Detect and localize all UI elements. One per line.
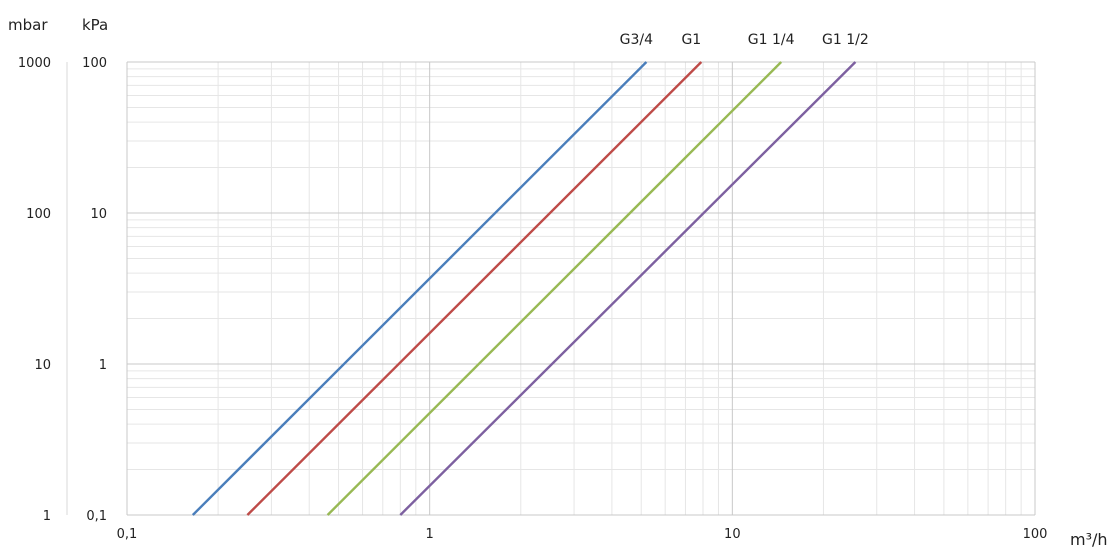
x-tick-label-2: 10 — [724, 527, 741, 542]
series-label-3: G1 1/2 — [822, 32, 869, 48]
x-unit-label: m³/h — [1070, 530, 1108, 549]
series-label-2: G1 1/4 — [748, 32, 795, 48]
x-tick-label-1: 1 — [426, 527, 434, 542]
mbar-tick-label-2: 100 — [26, 207, 51, 222]
series-line-2 — [326, 61, 783, 516]
plot-area — [127, 62, 1035, 515]
kpa-tick-label-3: 100 — [82, 56, 107, 71]
series-line-3 — [399, 61, 857, 516]
kpa-tick-label-1: 1 — [99, 358, 107, 373]
grid-lines — [126, 61, 1036, 516]
kpa-unit-label: kPa — [82, 16, 108, 34]
series-line-1 — [246, 61, 703, 516]
mbar-tick-label-3: 1000 — [18, 56, 51, 71]
mbar-unit-label: mbar — [8, 16, 48, 34]
x-tick-label-0: 0,1 — [117, 527, 138, 542]
mbar-tick-label-0: 1 — [43, 509, 51, 524]
series-label-0: G3/4 — [620, 32, 653, 48]
mbar-tick-label-1: 10 — [34, 358, 51, 373]
series-label-1: G1 — [681, 32, 701, 48]
kpa-tick-label-2: 10 — [90, 207, 107, 222]
x-tick-label-3: 100 — [1023, 527, 1048, 542]
series-line-0 — [191, 61, 648, 516]
kpa-tick-label-0: 0,1 — [86, 509, 107, 524]
